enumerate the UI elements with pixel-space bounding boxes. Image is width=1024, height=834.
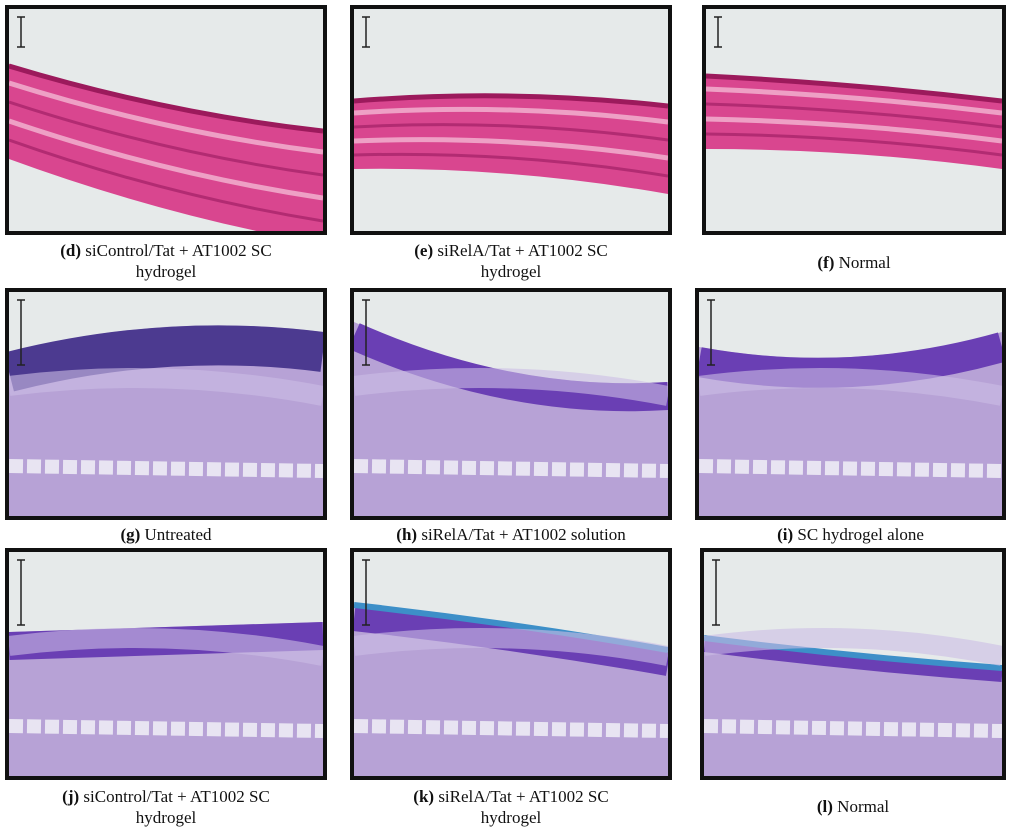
caption-line: hydrogel bbox=[340, 261, 682, 282]
caption-line: (f) Normal bbox=[692, 252, 1016, 273]
caption-text: hydrogel bbox=[480, 808, 542, 827]
layer bbox=[9, 80, 323, 155]
layer bbox=[354, 123, 668, 142]
panel-label: (g) bbox=[120, 525, 141, 544]
layer bbox=[354, 152, 668, 178]
caption-line: (h) siRelA/Tat + AT1002 solution bbox=[340, 524, 682, 545]
caption-text: siRelA/Tat + AT1002 solution bbox=[421, 525, 626, 544]
panel-label: (j) bbox=[62, 787, 80, 806]
caption-text: Normal bbox=[837, 797, 890, 816]
panel-label: (h) bbox=[396, 525, 418, 544]
epidermis bbox=[354, 93, 668, 109]
layer bbox=[9, 368, 323, 406]
caption-text: siRelA/Tat + AT1002 SC bbox=[438, 787, 609, 806]
micrograph bbox=[5, 548, 327, 780]
epidermis bbox=[9, 63, 323, 134]
panel-label: (f) bbox=[817, 253, 835, 272]
micrograph bbox=[350, 5, 672, 235]
caption: (i) SC hydrogel alone bbox=[685, 524, 1016, 545]
image bbox=[354, 552, 668, 776]
caption: (e) siRelA/Tat + AT1002 SC hydrogel bbox=[340, 240, 682, 282]
micrograph bbox=[350, 288, 672, 520]
layer bbox=[354, 368, 668, 406]
caption-line: (e) siRelA/Tat + AT1002 SC bbox=[340, 240, 682, 261]
layer bbox=[706, 116, 1002, 144]
layer bbox=[706, 86, 1002, 116]
caption-text: hydrogel bbox=[135, 808, 197, 827]
caption: (f) Normal bbox=[692, 252, 1016, 273]
fat-layer bbox=[9, 719, 323, 738]
caption: (l) Normal bbox=[690, 796, 1016, 817]
panel-label: (e) bbox=[414, 241, 434, 260]
caption-line: (l) Normal bbox=[690, 796, 1016, 817]
caption: (h) siRelA/Tat + AT1002 solution bbox=[340, 524, 682, 545]
image bbox=[354, 9, 668, 231]
caption-text: siRelA/Tat + AT1002 SC bbox=[437, 241, 608, 260]
caption: (d) siControl/Tat + AT1002 SC hydrogel bbox=[0, 240, 337, 282]
caption: (k) siRelA/Tat + AT1002 SC hydrogel bbox=[340, 786, 682, 828]
caption-text: siControl/Tat + AT1002 SC bbox=[85, 241, 272, 260]
layer bbox=[699, 368, 1002, 406]
image bbox=[9, 9, 323, 231]
image bbox=[706, 9, 1002, 231]
micrograph bbox=[702, 5, 1006, 235]
caption-text: Untreated bbox=[144, 525, 212, 544]
caption: (g) Untreated bbox=[0, 524, 337, 545]
epidermis bbox=[9, 325, 323, 392]
micrograph bbox=[350, 548, 672, 780]
caption-line: (i) SC hydrogel alone bbox=[685, 524, 1016, 545]
caption-line: (k) siRelA/Tat + AT1002 SC bbox=[340, 786, 682, 807]
layer bbox=[706, 132, 1002, 157]
epidermis bbox=[706, 73, 1002, 104]
tissue bbox=[9, 622, 323, 776]
fat-layer bbox=[354, 719, 668, 738]
image bbox=[354, 292, 668, 516]
fat-layer bbox=[354, 459, 668, 478]
layer bbox=[9, 628, 323, 666]
fat-layer bbox=[9, 459, 323, 478]
panel-label: (k) bbox=[413, 787, 435, 806]
caption-text: siControl/Tat + AT1002 SC bbox=[83, 787, 270, 806]
caption-line: (g) Untreated bbox=[0, 524, 337, 545]
panel-label: (l) bbox=[816, 797, 833, 816]
caption-line: (d) siControl/Tat + AT1002 SC bbox=[0, 240, 337, 261]
caption-line: hydrogel bbox=[0, 807, 337, 828]
layer bbox=[9, 100, 323, 177]
layer bbox=[704, 628, 1002, 666]
micrograph bbox=[700, 548, 1006, 780]
image bbox=[704, 552, 1002, 776]
layer bbox=[354, 628, 668, 666]
image bbox=[9, 292, 323, 516]
fat-layer bbox=[699, 459, 1002, 478]
caption-text: hydrogel bbox=[135, 262, 197, 281]
micrograph bbox=[695, 288, 1006, 520]
image bbox=[9, 552, 323, 776]
layer bbox=[706, 102, 1002, 129]
caption-text: Normal bbox=[838, 253, 891, 272]
image bbox=[699, 292, 1002, 516]
panel-label: (d) bbox=[60, 241, 82, 260]
caption-text: hydrogel bbox=[480, 262, 542, 281]
caption-line: (j) siControl/Tat + AT1002 SC bbox=[0, 786, 337, 807]
layer bbox=[354, 106, 668, 125]
micrograph bbox=[5, 288, 327, 520]
micrograph bbox=[5, 5, 327, 235]
layer bbox=[9, 138, 323, 223]
panel-label: (i) bbox=[777, 525, 794, 544]
layer bbox=[9, 118, 323, 201]
fat-layer bbox=[704, 719, 1002, 738]
layer bbox=[354, 137, 668, 161]
caption: (j) siControl/Tat + AT1002 SC hydrogel bbox=[0, 786, 337, 828]
caption-line: hydrogel bbox=[340, 807, 682, 828]
caption-line: hydrogel bbox=[0, 261, 337, 282]
caption-text: SC hydrogel alone bbox=[797, 525, 924, 544]
